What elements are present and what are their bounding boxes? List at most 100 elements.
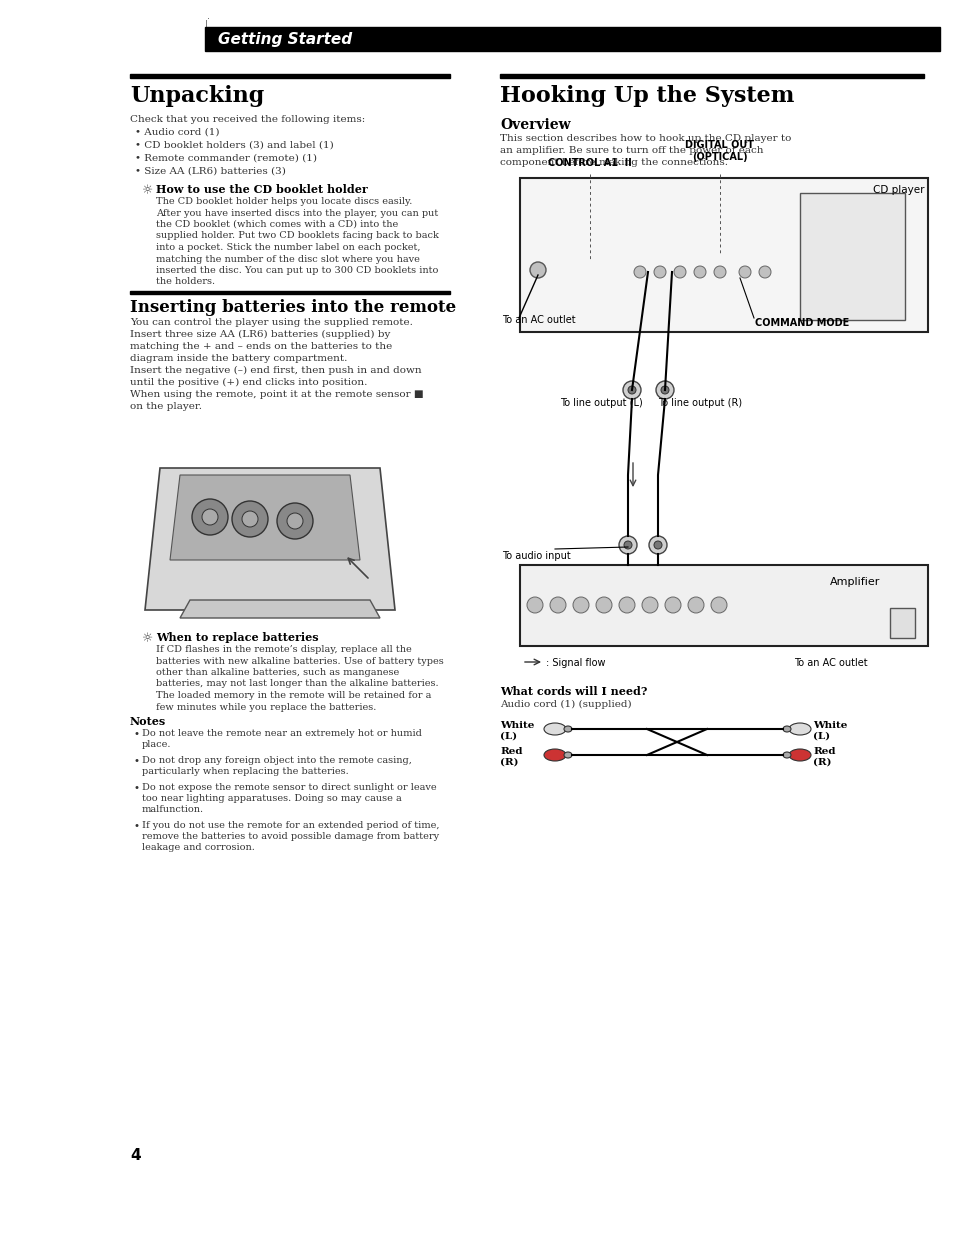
Bar (800, 194, 904, 321)
Text: • Size AA (LR6) batteries (3): • Size AA (LR6) batteries (3) (135, 166, 286, 176)
Text: batteries with new alkaline batteries. Use of battery types: batteries with new alkaline batteries. U… (156, 656, 443, 666)
Text: Getting Started: Getting Started (218, 32, 352, 47)
Text: on the player.: on the player. (130, 402, 202, 411)
Ellipse shape (788, 723, 810, 735)
Text: • Audio cord (1): • Audio cord (1) (135, 128, 219, 137)
Circle shape (618, 536, 637, 554)
Text: particularly when replacing the batteries.: particularly when replacing the batterie… (142, 767, 349, 776)
Text: batteries, may not last longer than the alkaline batteries.: batteries, may not last longer than the … (156, 679, 438, 688)
Ellipse shape (782, 726, 790, 732)
Text: component before making the connections.: component before making the connections. (499, 158, 727, 166)
Text: Red
(R): Red (R) (812, 747, 835, 767)
Text: CONTROL A1  II: CONTROL A1 II (548, 158, 631, 168)
Text: ☼: ☼ (142, 184, 153, 197)
Circle shape (660, 386, 668, 395)
Text: an amplifier. Be sure to turn off the power of each: an amplifier. Be sure to turn off the po… (499, 145, 762, 155)
Text: Do not expose the remote sensor to direct sunlight or leave: Do not expose the remote sensor to direc… (142, 783, 436, 792)
Text: ·: · (207, 14, 210, 23)
Text: To line output (L): To line output (L) (559, 398, 642, 408)
Circle shape (618, 597, 635, 613)
Bar (889, 608, 914, 637)
Text: few minutes while you replace the batteries.: few minutes while you replace the batter… (156, 703, 376, 711)
Bar (519, 178, 927, 332)
Text: COMMAND MODE: COMMAND MODE (754, 318, 848, 328)
Bar (130, 291, 450, 293)
Text: matching the number of the disc slot where you have: matching the number of the disc slot whe… (156, 254, 419, 264)
Text: : Signal flow: : Signal flow (545, 658, 605, 668)
Circle shape (648, 536, 666, 554)
Ellipse shape (543, 748, 565, 761)
Circle shape (641, 597, 658, 613)
Polygon shape (170, 475, 359, 560)
Circle shape (713, 266, 725, 277)
Text: White
(L): White (L) (499, 721, 534, 740)
Text: inserted the disc. You can put up to 300 CD booklets into: inserted the disc. You can put up to 300… (156, 266, 438, 275)
Circle shape (242, 510, 257, 526)
Text: matching the + and – ends on the batteries to the: matching the + and – ends on the batteri… (130, 342, 392, 351)
Text: diagram inside the battery compartment.: diagram inside the battery compartment. (130, 354, 347, 363)
Text: When using the remote, point it at the remote sensor ■: When using the remote, point it at the r… (130, 390, 423, 399)
Circle shape (654, 266, 665, 277)
Text: into a pocket. Stick the number label on each pocket,: into a pocket. Stick the number label on… (156, 243, 420, 252)
Text: Check that you received the following items:: Check that you received the following it… (130, 115, 365, 125)
Circle shape (192, 499, 228, 535)
Circle shape (673, 266, 685, 277)
Text: ☼: ☼ (142, 633, 153, 645)
Text: If you do not use the remote for an extended period of time,: If you do not use the remote for an exte… (142, 821, 439, 830)
Circle shape (664, 597, 680, 613)
Circle shape (550, 597, 565, 613)
Circle shape (627, 386, 636, 395)
Text: •: • (133, 756, 140, 766)
Bar (130, 74, 450, 78)
Text: •: • (133, 729, 140, 739)
Text: Do not leave the remote near an extremely hot or humid: Do not leave the remote near an extremel… (142, 729, 421, 739)
Polygon shape (145, 469, 395, 610)
Circle shape (693, 266, 705, 277)
Text: The loaded memory in the remote will be retained for a: The loaded memory in the remote will be … (156, 690, 431, 700)
Circle shape (276, 503, 313, 539)
Text: Overview: Overview (499, 118, 570, 132)
Text: If CD flashes in the remote’s display, replace all the: If CD flashes in the remote’s display, r… (156, 645, 412, 653)
Text: This section describes how to hook up the CD player to: This section describes how to hook up th… (499, 134, 791, 143)
Text: Audio cord (1) (supplied): Audio cord (1) (supplied) (499, 700, 631, 709)
Text: Hooking Up the System: Hooking Up the System (499, 85, 794, 107)
Text: • Remote commander (remote) (1): • Remote commander (remote) (1) (135, 154, 316, 163)
Text: Do not drop any foreign object into the remote casing,: Do not drop any foreign object into the … (142, 756, 412, 764)
Text: DIGITAL OUT
(OPTICAL): DIGITAL OUT (OPTICAL) (685, 141, 754, 162)
Text: supplied holder. Put two CD booklets facing back to back: supplied holder. Put two CD booklets fac… (156, 232, 438, 240)
Circle shape (739, 266, 750, 277)
Text: To audio input: To audio input (501, 551, 570, 561)
Text: |: | (205, 20, 208, 31)
Text: Unpacking: Unpacking (130, 85, 264, 107)
Text: To an AC outlet: To an AC outlet (501, 314, 575, 326)
Text: Inserting batteries into the remote: Inserting batteries into the remote (130, 298, 456, 316)
Circle shape (530, 261, 545, 277)
Circle shape (759, 266, 770, 277)
Circle shape (654, 541, 661, 549)
Text: other than alkaline batteries, such as manganese: other than alkaline batteries, such as m… (156, 668, 399, 677)
Text: Amplifier: Amplifier (829, 577, 879, 587)
Text: too near lighting apparatuses. Doing so may cause a: too near lighting apparatuses. Doing so … (142, 794, 401, 803)
Ellipse shape (788, 748, 810, 761)
Circle shape (526, 597, 542, 613)
Text: 4: 4 (130, 1148, 140, 1163)
Polygon shape (180, 600, 379, 618)
Circle shape (287, 513, 303, 529)
Circle shape (202, 509, 218, 525)
Ellipse shape (543, 723, 565, 735)
Circle shape (623, 541, 631, 549)
Text: the CD booklet (which comes with a CD) into the: the CD booklet (which comes with a CD) i… (156, 219, 397, 229)
Bar (519, 565, 927, 646)
Circle shape (232, 501, 268, 538)
Text: • CD booklet holders (3) and label (1): • CD booklet holders (3) and label (1) (135, 141, 334, 150)
Text: You can control the player using the supplied remote.: You can control the player using the sup… (130, 318, 413, 327)
Text: leakage and corrosion.: leakage and corrosion. (142, 843, 254, 852)
Ellipse shape (782, 752, 790, 758)
Text: How to use the CD booklet holder: How to use the CD booklet holder (156, 184, 367, 195)
Circle shape (622, 381, 640, 399)
Text: Red
(R): Red (R) (499, 747, 522, 767)
Text: After you have inserted discs into the player, you can put: After you have inserted discs into the p… (156, 208, 437, 217)
Circle shape (634, 266, 645, 277)
Bar (499, 74, 923, 78)
Circle shape (573, 597, 588, 613)
